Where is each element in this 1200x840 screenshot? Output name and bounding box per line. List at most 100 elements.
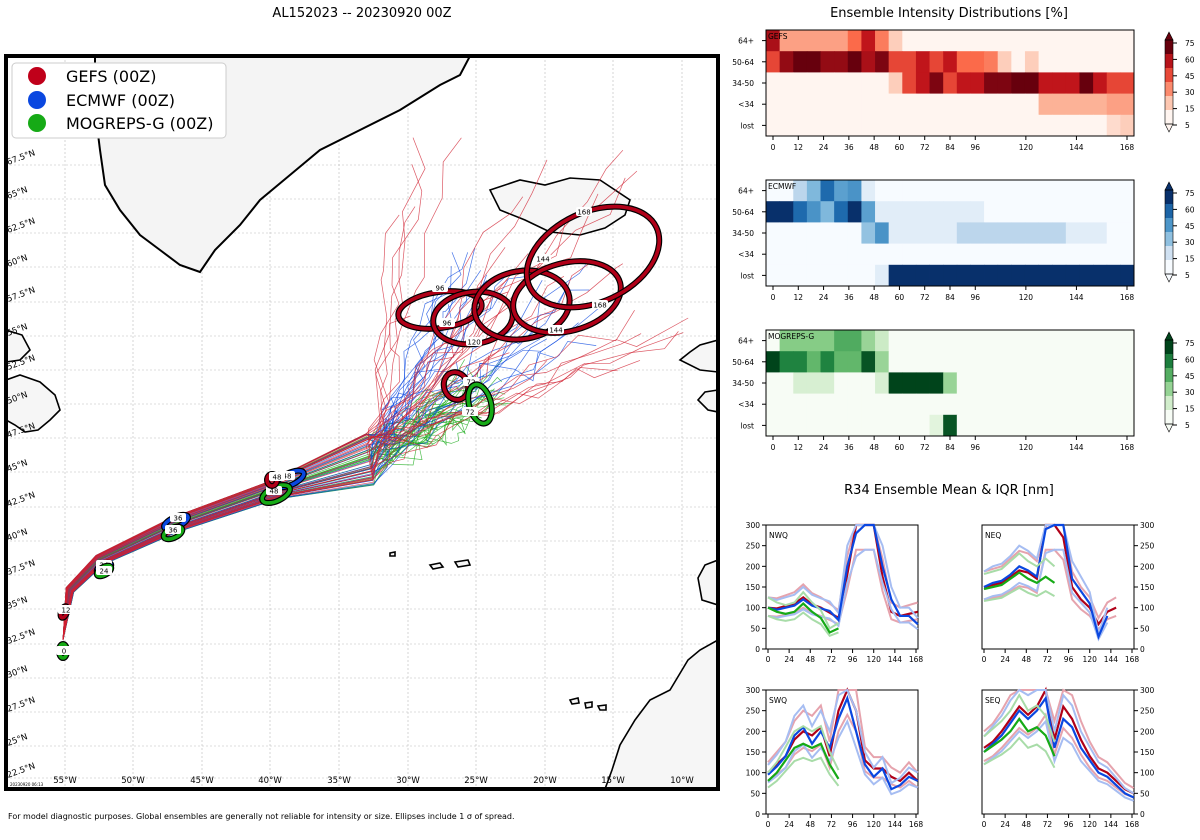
colorbar-tick-label: 30 xyxy=(1185,88,1195,97)
r34-xtick-label: 72 xyxy=(1043,820,1053,829)
heatmap-cell xyxy=(834,351,849,373)
heatmap-cell xyxy=(834,201,849,223)
colorbar-segment xyxy=(1165,368,1173,383)
colorbar-segment xyxy=(1165,54,1173,69)
gefs-track xyxy=(62,367,618,641)
r34-ytick-label: 200 xyxy=(746,727,761,736)
heatmap-cell xyxy=(888,372,903,394)
heatmap-cell xyxy=(1052,180,1067,202)
r34-iqr-lower xyxy=(983,719,1135,802)
heatmap-cell xyxy=(820,180,835,202)
heatmap-cell xyxy=(1024,201,1039,223)
lon-tick-label: 20°W xyxy=(533,776,557,786)
heatmap-cell xyxy=(766,201,781,223)
r34-xtick-label: 120 xyxy=(867,655,882,664)
colorbar-segment xyxy=(1165,260,1173,275)
heatmap-row-label: <34 xyxy=(738,100,754,109)
r34-ytick-label: 100 xyxy=(1140,769,1155,778)
heatmap-xtick-label: 12 xyxy=(794,143,804,152)
r34-iqr-upper xyxy=(767,689,919,774)
track-map: 0122424363648484872729696120144144168168… xyxy=(4,54,720,791)
heatmap-row-label: 50-64 xyxy=(732,358,754,367)
heatmap-cell xyxy=(1120,414,1135,437)
heatmap-cell xyxy=(915,222,930,244)
heatmap-cell xyxy=(1120,51,1135,73)
r34-iqr-upper xyxy=(983,693,1056,742)
heatmap-cell xyxy=(847,51,862,73)
r34-iqr-upper xyxy=(767,590,839,630)
heatmap-cell xyxy=(820,72,835,94)
heatmap-cell xyxy=(929,264,944,287)
heatmap-cell xyxy=(779,201,794,223)
heatmap-cell xyxy=(1106,30,1121,52)
r34-mean-line xyxy=(983,717,1056,757)
legend-mogreps-label: MOGREPS-G (00Z) xyxy=(66,114,213,133)
heatmap-cell xyxy=(793,372,808,394)
ellipse-label-bg xyxy=(462,407,478,416)
legend-mogreps-marker xyxy=(28,114,46,132)
heatmap-cell xyxy=(1052,114,1067,137)
r34-iqr-lower xyxy=(983,586,1055,603)
heatmap-row-label: 50-64 xyxy=(732,58,754,67)
heatmap-cell xyxy=(847,93,862,116)
heatmap-xtick-label: 60 xyxy=(895,443,905,452)
colorbar-frame xyxy=(1164,189,1174,275)
r34-ytick-label: 50 xyxy=(750,789,760,798)
heatmap-cell xyxy=(943,414,958,437)
heatmap-xtick-label: 24 xyxy=(819,293,829,302)
ellipse-label-bg xyxy=(548,325,564,334)
heatmap-cell xyxy=(834,30,849,52)
r34-mean-line xyxy=(767,742,840,782)
heatmap-cell xyxy=(915,393,930,416)
heatmap-cell xyxy=(1106,93,1121,116)
r34-iqr-upper xyxy=(983,688,1135,790)
r34-ytick-label: 100 xyxy=(1140,604,1155,613)
heatmap-cell xyxy=(902,30,917,52)
heatmap-cell xyxy=(984,243,999,266)
heatmap-cell xyxy=(956,264,971,287)
heatmap-cell xyxy=(847,351,862,373)
gefs-track xyxy=(62,331,679,641)
heatmap-cell xyxy=(970,393,985,416)
heatmap-cell xyxy=(1024,243,1039,266)
r34-xtick-label: 168 xyxy=(909,655,924,664)
heatmap-cell xyxy=(779,72,794,94)
heatmap-cell xyxy=(915,351,930,373)
heatmap-cell xyxy=(1106,180,1121,202)
colorbar-tick-label: 60 xyxy=(1185,355,1195,364)
heatmap-cell xyxy=(1079,243,1094,266)
heatmap-cell xyxy=(915,72,930,94)
heatmap-cell xyxy=(1038,414,1053,437)
heatmap-cell xyxy=(1120,114,1135,137)
heatmap-cell xyxy=(861,222,876,244)
r34-quadrant-label: NWQ xyxy=(769,531,788,540)
gefs-track xyxy=(62,279,509,641)
heatmap-cell xyxy=(1052,243,1067,266)
heatmap-cell xyxy=(1106,243,1121,266)
heatmap-xtick-label: 144 xyxy=(1069,143,1084,152)
heatmap-cell xyxy=(1065,114,1080,137)
heatmap-cell xyxy=(984,222,999,244)
colorbar-segment xyxy=(1165,110,1173,125)
r34-mean-line xyxy=(983,571,1056,591)
r34-mean-line xyxy=(767,523,919,626)
heatmap-xtick-label: 36 xyxy=(844,443,854,452)
r34-xtick-label: 72 xyxy=(1043,655,1053,664)
heatmap-cell xyxy=(766,243,781,266)
heatmap-cell xyxy=(929,201,944,223)
heatmap-cell xyxy=(793,30,808,52)
ecmwf-track xyxy=(62,266,452,641)
heatmap-cell xyxy=(1079,330,1094,352)
r34-mean-line xyxy=(983,695,1135,799)
heatmap-cell xyxy=(1065,93,1080,116)
r34-iqr-lower xyxy=(767,756,840,789)
heatmap-cell xyxy=(1120,93,1135,116)
heatmap-cell xyxy=(820,330,835,352)
colorbar-segment xyxy=(1165,382,1173,397)
heatmap-cell xyxy=(1093,180,1108,202)
heatmap-cell xyxy=(793,201,808,223)
lon-tick-label: 55°W xyxy=(53,776,77,786)
heatmap-cell xyxy=(1038,114,1053,137)
ellipse-label-bg xyxy=(56,646,72,655)
